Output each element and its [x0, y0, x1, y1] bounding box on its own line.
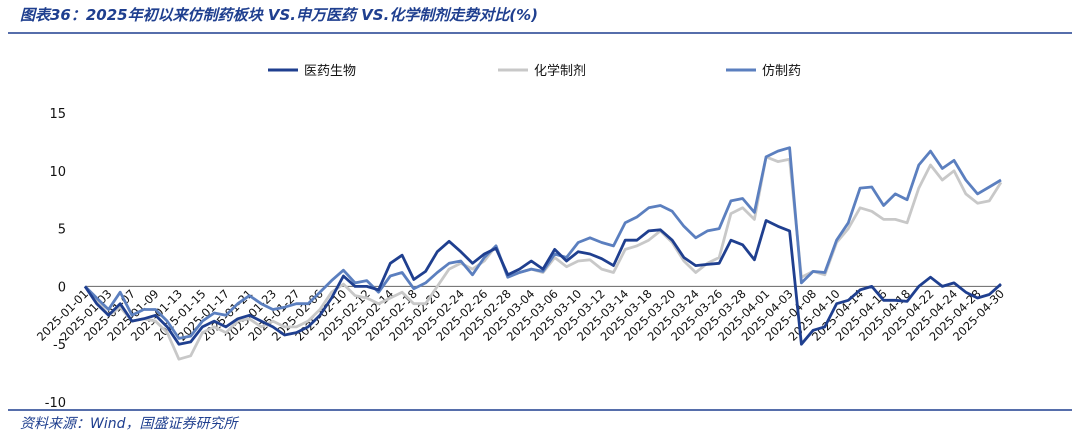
series-line — [84, 146, 1002, 340]
y-tick-label: 15 — [49, 107, 66, 122]
legend-label: 医药生物 — [304, 64, 356, 79]
y-tick-label: 0 — [58, 280, 66, 295]
series-line — [83, 219, 1002, 346]
source-note: 资料来源：Wind，国盛证券研究所 — [20, 416, 239, 432]
y-tick-label: 5 — [58, 223, 66, 238]
y-tick-label: -10 — [45, 396, 66, 411]
legend-label: 仿制药 — [762, 64, 801, 79]
chart-title: 图表36：2025年初以来仿制药板块 VS.申万医药 VS.化学制剂走势对比(%… — [20, 6, 538, 24]
y-tick-label: -5 — [53, 338, 66, 353]
legend-label: 化学制剂 — [534, 63, 586, 79]
y-tick-label: 10 — [49, 165, 66, 180]
